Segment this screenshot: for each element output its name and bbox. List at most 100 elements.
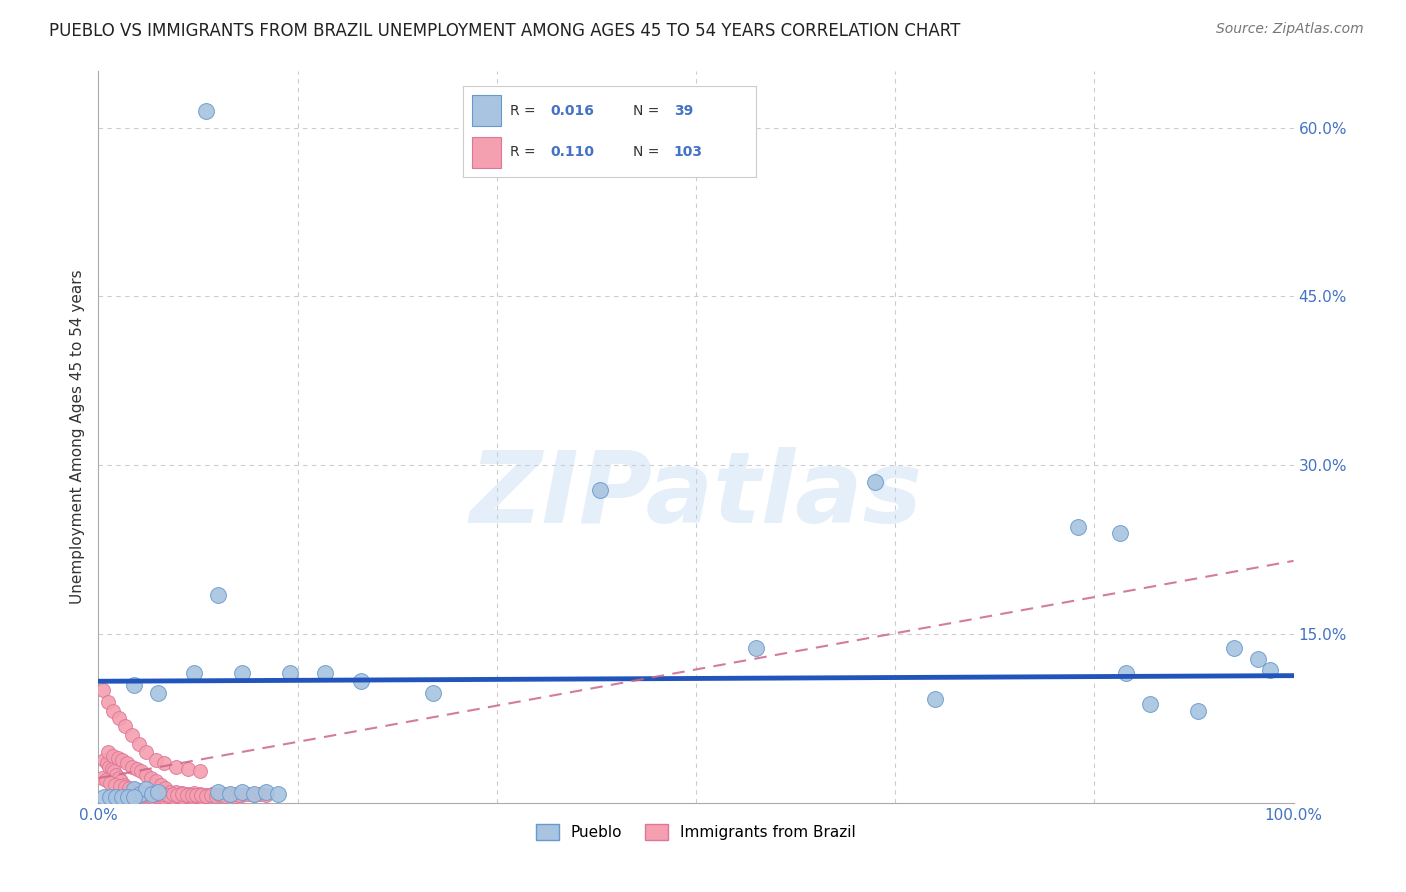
Point <box>183 666 205 681</box>
Point <box>105 767 128 781</box>
Point <box>97 694 120 708</box>
Point <box>278 666 301 681</box>
Point <box>254 784 277 798</box>
Point <box>589 483 612 497</box>
Point <box>91 771 114 785</box>
Point <box>186 788 208 802</box>
Point <box>152 787 174 801</box>
Point <box>1139 697 1161 711</box>
Point <box>207 784 229 798</box>
Point <box>155 781 177 796</box>
Point <box>148 784 170 798</box>
Point <box>176 788 198 802</box>
Point <box>1187 704 1209 718</box>
Point <box>231 666 253 681</box>
Point <box>159 784 181 798</box>
Point <box>145 789 167 803</box>
Point <box>115 756 138 771</box>
Point <box>107 751 129 765</box>
Point <box>117 790 139 805</box>
Point <box>224 789 246 803</box>
Point <box>100 762 122 776</box>
Point <box>188 787 211 801</box>
Point <box>162 790 184 805</box>
Point <box>125 762 148 776</box>
Legend: Pueblo, Immigrants from Brazil: Pueblo, Immigrants from Brazil <box>530 818 862 847</box>
Point <box>124 782 146 797</box>
Point <box>172 787 194 801</box>
Point <box>195 789 218 803</box>
Y-axis label: Unemployment Among Ages 45 to 54 years: Unemployment Among Ages 45 to 54 years <box>69 269 84 605</box>
Point <box>195 789 218 803</box>
Point <box>200 788 222 802</box>
Point <box>1067 520 1090 534</box>
Point <box>172 786 194 800</box>
Point <box>98 790 122 805</box>
Point <box>108 779 131 793</box>
Point <box>134 788 156 802</box>
Point <box>188 764 211 779</box>
Point <box>195 103 218 118</box>
Point <box>350 674 373 689</box>
Point <box>124 782 146 797</box>
Point <box>101 748 124 763</box>
Text: Source: ZipAtlas.com: Source: ZipAtlas.com <box>1216 22 1364 37</box>
Point <box>115 781 138 796</box>
Point <box>120 787 142 801</box>
Point <box>131 789 153 803</box>
Point <box>180 790 202 805</box>
Point <box>107 711 129 725</box>
Point <box>204 789 226 803</box>
Point <box>225 787 247 801</box>
Point <box>236 787 259 801</box>
Point <box>131 764 153 779</box>
Point <box>105 790 128 805</box>
Point <box>745 640 768 655</box>
Point <box>98 760 121 774</box>
Point <box>212 787 235 801</box>
Text: PUEBLO VS IMMIGRANTS FROM BRAZIL UNEMPLOYMENT AMONG AGES 45 TO 54 YEARS CORRELAT: PUEBLO VS IMMIGRANTS FROM BRAZIL UNEMPLO… <box>49 22 960 40</box>
Point <box>177 787 200 801</box>
Point <box>162 787 184 801</box>
Point <box>111 753 134 767</box>
Point <box>153 756 176 771</box>
Point <box>924 692 946 706</box>
Point <box>207 588 229 602</box>
Point <box>1109 525 1132 540</box>
Point <box>127 788 149 802</box>
Point <box>93 790 115 805</box>
Point <box>101 704 124 718</box>
Point <box>1223 640 1246 655</box>
Point <box>209 788 232 802</box>
Point <box>129 787 152 801</box>
Point <box>112 778 135 792</box>
Point <box>93 753 115 767</box>
Point <box>135 782 157 797</box>
Point <box>183 786 205 800</box>
Point <box>153 790 176 805</box>
Point <box>1115 666 1137 681</box>
Point <box>138 786 160 800</box>
Point <box>124 787 146 801</box>
Point <box>315 666 337 681</box>
Point <box>180 788 202 802</box>
Point <box>117 784 139 798</box>
Point <box>91 683 114 698</box>
Point <box>172 790 194 805</box>
Point <box>124 678 146 692</box>
Point <box>1258 663 1281 677</box>
Point <box>138 789 160 803</box>
Point <box>98 775 122 789</box>
Point <box>249 787 271 801</box>
Point <box>166 789 188 803</box>
Point <box>145 753 167 767</box>
Point <box>141 787 163 801</box>
Point <box>110 774 132 789</box>
Point <box>149 790 172 805</box>
Point <box>190 790 212 805</box>
Point <box>149 778 172 792</box>
Text: ZIPatlas: ZIPatlas <box>470 447 922 544</box>
Point <box>214 789 236 803</box>
Point <box>107 771 129 785</box>
Point <box>148 685 170 699</box>
